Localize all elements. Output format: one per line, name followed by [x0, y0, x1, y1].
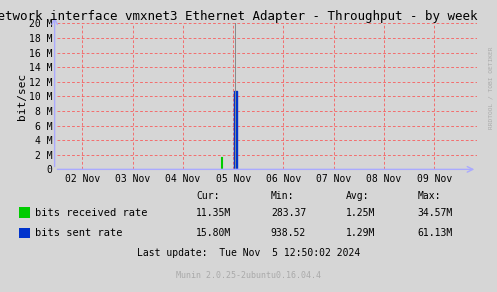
Bar: [19, 207, 30, 218]
Text: Last update:  Tue Nov  5 12:50:02 2024: Last update: Tue Nov 5 12:50:02 2024: [137, 248, 360, 258]
Text: Avg:: Avg:: [345, 191, 369, 201]
Text: 34.57M: 34.57M: [417, 208, 453, 218]
Text: Munin 2.0.25-2ubuntu0.16.04.4: Munin 2.0.25-2ubuntu0.16.04.4: [176, 272, 321, 280]
Text: 283.37: 283.37: [271, 208, 306, 218]
Text: 15.80M: 15.80M: [196, 228, 232, 238]
Text: 938.52: 938.52: [271, 228, 306, 238]
Text: Cur:: Cur:: [196, 191, 220, 201]
Text: 1.25M: 1.25M: [345, 208, 375, 218]
Text: Min:: Min:: [271, 191, 294, 201]
Text: Network interface vmxnet3 Ethernet Adapter - Throughput - by week: Network interface vmxnet3 Ethernet Adapt…: [0, 10, 477, 23]
Text: 1.29M: 1.29M: [345, 228, 375, 238]
Text: RRDTOOL / TOBI OETIKER: RRDTOOL / TOBI OETIKER: [489, 46, 494, 129]
Text: 61.13M: 61.13M: [417, 228, 453, 238]
Y-axis label: bit/sec: bit/sec: [17, 73, 27, 120]
Text: bits received rate: bits received rate: [35, 208, 147, 218]
Text: Max:: Max:: [417, 191, 441, 201]
Text: bits sent rate: bits sent rate: [35, 228, 122, 238]
Text: 11.35M: 11.35M: [196, 208, 232, 218]
Bar: [19, 228, 30, 238]
